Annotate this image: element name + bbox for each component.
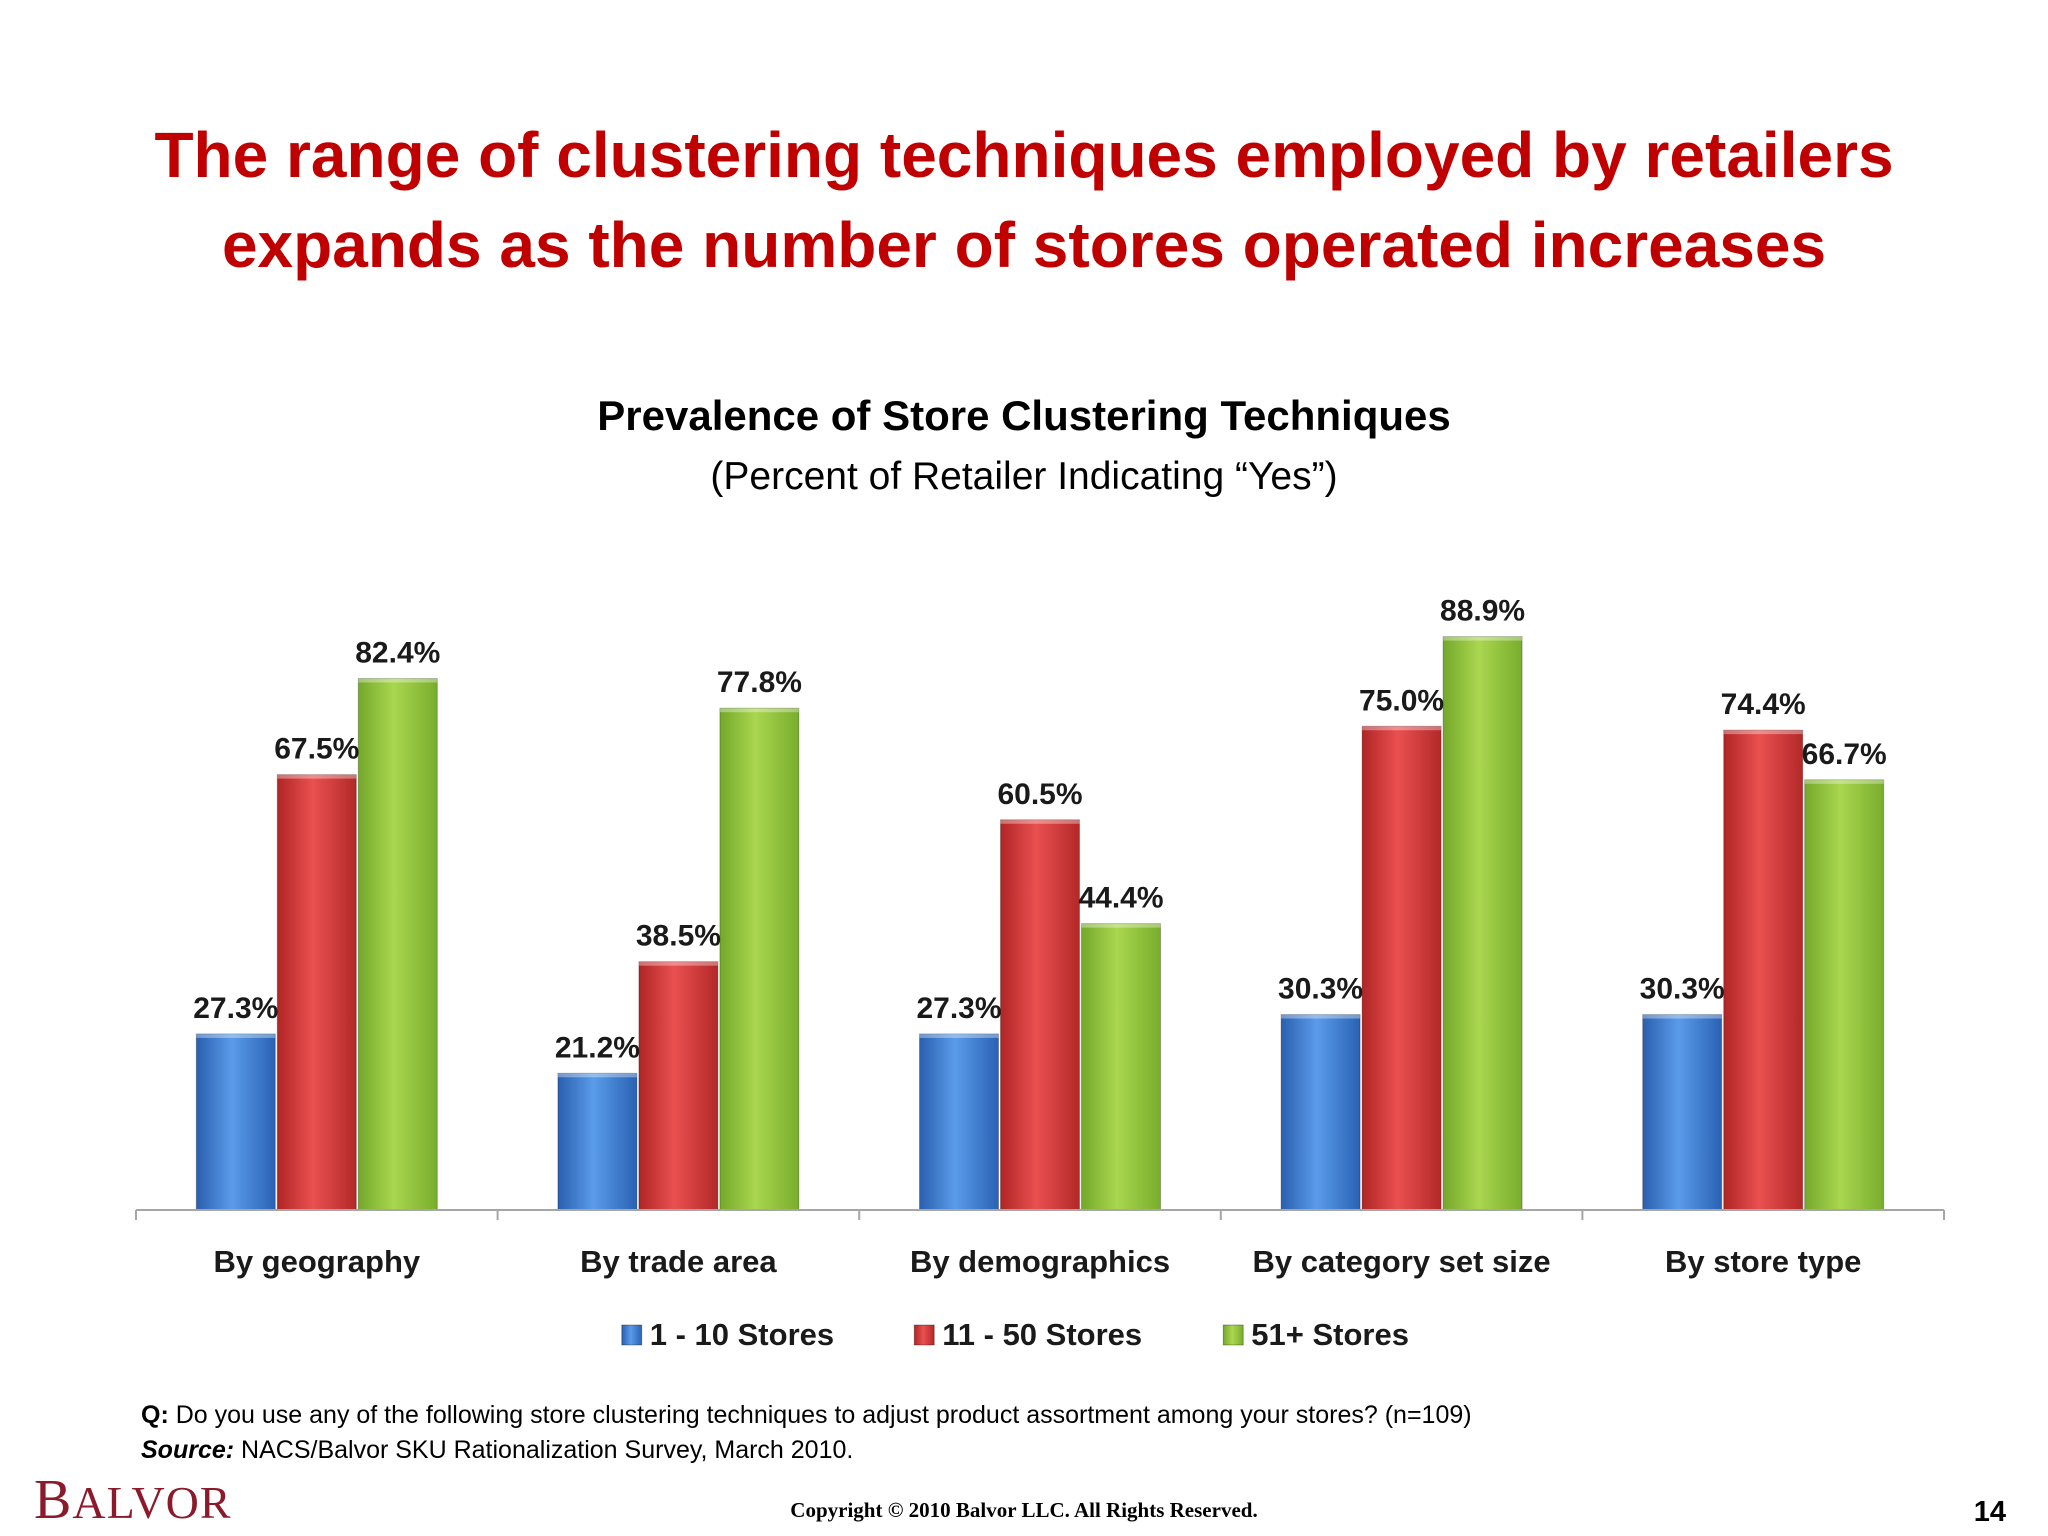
balvor-logo: BALVOR [34,1472,232,1531]
data-label-by-demographics-1-10-stores: 27.3% [916,992,1001,1025]
category-label-by-category-set-size: By category set size [1253,1244,1551,1279]
data-label-by-trade-area-51-stores: 77.8% [717,666,802,699]
question-text: Do you use any of the following store cl… [168,1401,1472,1429]
chart-subtitle: (Percent of Retailer Indicating “Yes”) [710,455,1338,498]
bar-cap [1000,819,1080,824]
category-label-by-geography: By geography [213,1244,420,1279]
legend-swatch-51-stores [1222,1324,1244,1346]
logo-rest: ALVOR [72,1477,232,1528]
bar-by-category-set-size-11-50-stores [1361,725,1442,1211]
bar-cap [919,1033,999,1038]
copyright-notice: Copyright © 2010 Balvor LLC. All Rights … [790,1498,1258,1522]
source-label: Source: [141,1436,235,1464]
question-label: Q: [141,1401,169,1429]
bar-by-store-type-51-stores [1804,779,1885,1211]
bar-by-store-type-1-10-stores [1642,1014,1723,1211]
bar-by-geography-1-10-stores [195,1033,276,1211]
legend-swatch-1-10-stores [621,1324,643,1346]
legend-label-51-stores: 51+ Stores [1251,1317,1409,1352]
data-label-by-trade-area-1-10-stores: 21.2% [555,1031,640,1064]
headline-line-2: expands as the number of stores operated… [221,209,1827,281]
bar-by-demographics-1-10-stores [919,1033,999,1211]
legend-label-1-10-stores: 1 - 10 Stores [650,1317,834,1352]
bar-by-trade-area-51-stores [719,707,800,1211]
data-label-by-demographics-11-50-stores: 60.5% [997,778,1082,811]
bar-cap [719,708,799,713]
data-label-by-store-type-1-10-stores: 30.3% [1640,973,1725,1006]
data-label-by-store-type-51-stores: 66.7% [1802,738,1887,771]
x-axis [135,1209,1945,1220]
bar-cap [1281,1014,1361,1019]
bar-cap [1362,726,1442,731]
bar-cap [196,1033,276,1038]
data-label-by-geography-11-50-stores: 67.5% [274,733,359,766]
bar-by-category-set-size-1-10-stores [1280,1014,1361,1211]
bar-by-trade-area-1-10-stores [557,1072,638,1211]
logo-initial: B [34,1469,73,1531]
bar-cap [358,678,438,683]
bar-by-demographics-11-50-stores [1000,819,1080,1211]
category-label-by-store-type: By store type [1665,1244,1861,1279]
data-label-by-geography-51-stores: 82.4% [355,637,440,670]
slide-headline: The range of clustering techniques emplo… [0,110,2048,290]
data-label-by-geography-1-10-stores: 27.3% [193,992,278,1025]
bar-chart: By geography By trade area By demographics… [135,595,1945,1352]
data-label-by-category-set-size-51-stores: 88.9% [1440,595,1525,628]
bar-cap [557,1073,637,1078]
bar-by-geography-11-50-stores [276,774,357,1211]
legend-label-11-50-stores: 11 - 50 Stores [942,1317,1142,1352]
legend-swatch-11-50-stores [913,1324,935,1346]
bar-cap [1723,730,1803,735]
headline-line-1: The range of clustering techniques emplo… [154,119,1894,191]
bar-by-category-set-size-51-stores [1442,636,1523,1211]
source-text: NACS/Balvor SKU Rationalization Survey, … [234,1436,854,1464]
category-labels: By geography By trade area By demographics… [213,1244,1861,1279]
bar-cap [1443,636,1523,641]
bar-cap [277,774,357,779]
bar-by-trade-area-11-50-stores [638,961,719,1211]
bars-layer [195,636,1885,1211]
data-label-by-demographics-51-stores: 44.4% [1078,882,1163,915]
chart-title: Prevalence of Store Clustering Technique… [597,392,1451,439]
bar-cap [1804,779,1884,784]
source-note: Source: NACS/Balvor SKU Rationalization … [141,1433,853,1467]
bar-by-store-type-11-50-stores [1723,729,1804,1211]
data-label-by-category-set-size-1-10-stores: 30.3% [1278,973,1363,1006]
bar-cap [1642,1014,1722,1019]
data-label-by-category-set-size-11-50-stores: 75.0% [1359,684,1444,717]
category-label-by-demographics: By demographics [910,1244,1170,1279]
category-label-by-trade-area: By trade area [580,1244,777,1279]
bar-by-geography-51-stores [357,678,438,1211]
bar-by-demographics-51-stores [1081,923,1161,1211]
value-labels: 27.3% 67.5% 82.4% 21.2% 38.5% 77.8% 27.3% 60.5%… [193,595,1886,1065]
data-label-by-store-type-11-50-stores: 74.4% [1721,688,1806,721]
bar-cap [638,961,718,966]
question-note: Q: Do you use any of the following store… [141,1398,1472,1432]
legend: 1 - 10 Stores 11 - 50 Stores 51+ Stores [621,1317,1409,1352]
data-label-by-trade-area-11-50-stores: 38.5% [636,920,721,953]
page-number: 14 [1973,1496,2006,1528]
bar-cap [1081,923,1161,928]
